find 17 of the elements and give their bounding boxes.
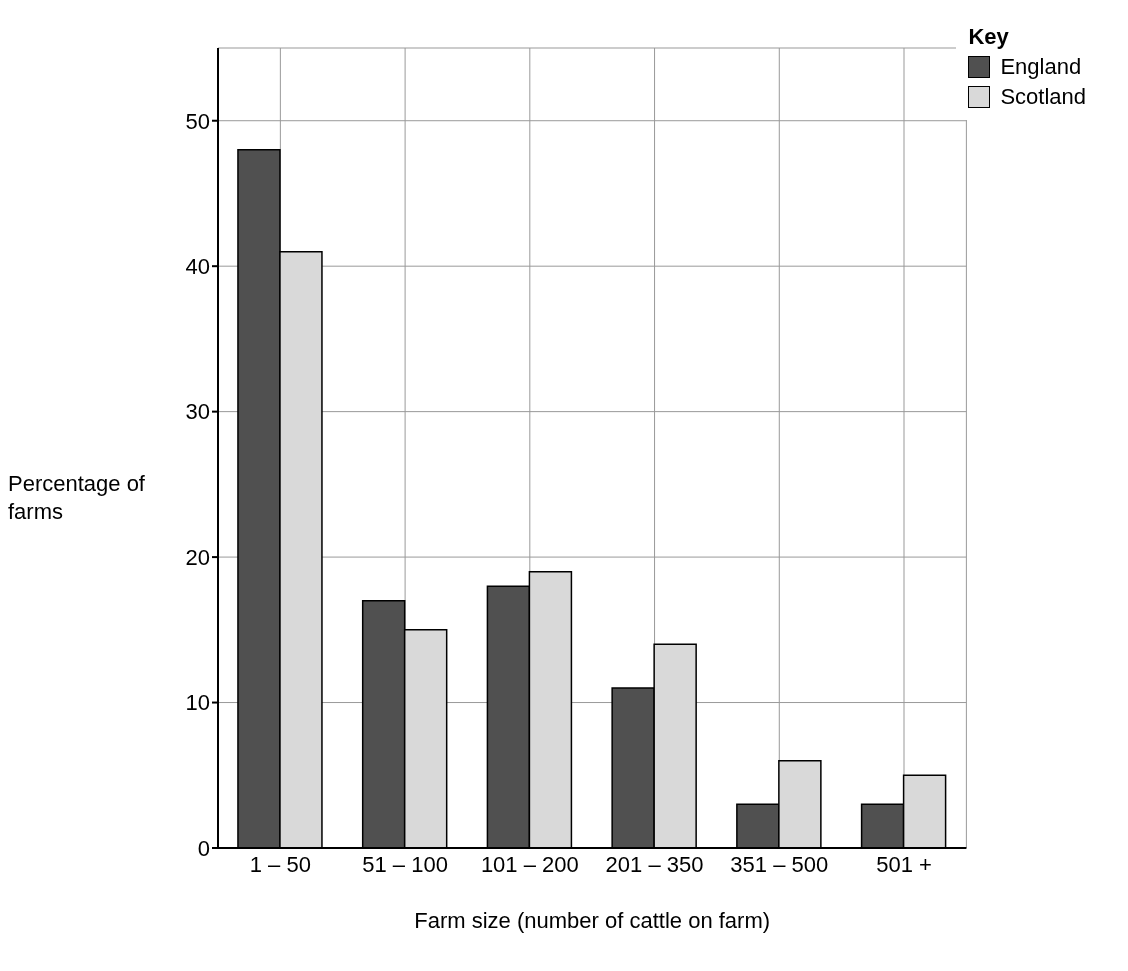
y-axis-title: Percentage of farms bbox=[8, 470, 146, 526]
x-tick-label: 51 – 100 bbox=[362, 851, 448, 877]
x-axis-title: Farm size (number of cattle on farm) bbox=[414, 908, 771, 933]
legend-title: Key bbox=[968, 24, 1010, 50]
y-tick-label: 30 bbox=[185, 399, 210, 425]
x-tick-label: 501 + bbox=[876, 851, 932, 877]
y-tick-label: 40 bbox=[185, 253, 210, 279]
x-tick-label: 1 – 50 bbox=[249, 851, 311, 877]
y-tick-label: 20 bbox=[185, 544, 210, 570]
y-tick-label: 10 bbox=[185, 690, 210, 716]
y-tick-label: 0 bbox=[197, 835, 210, 861]
x-tick-label: 351 – 500 bbox=[730, 851, 829, 877]
x-tick-label: 201 – 350 bbox=[605, 851, 704, 877]
x-tick-label: 101 – 200 bbox=[480, 851, 579, 877]
legend-label: England bbox=[1000, 54, 1082, 80]
y-tick-label: 50 bbox=[185, 108, 210, 134]
legend-label: Scotland bbox=[1000, 84, 1086, 110]
